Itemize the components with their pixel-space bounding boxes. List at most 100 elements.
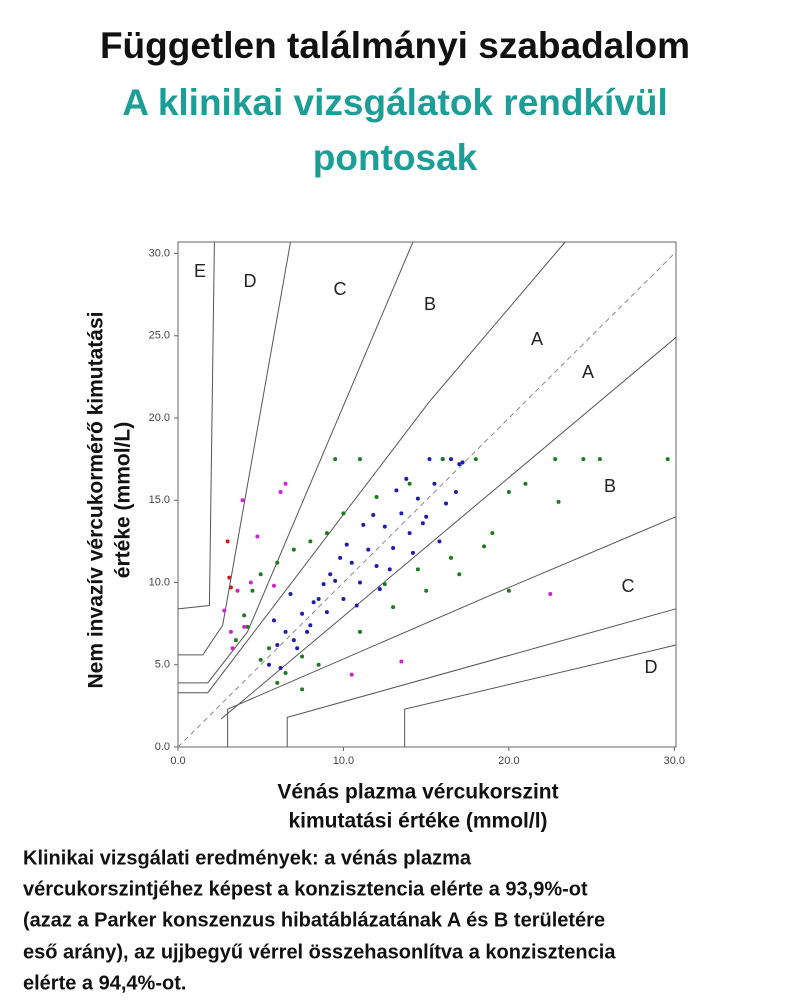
y-tick-label: 10.0 <box>149 576 170 588</box>
data-point <box>308 623 313 628</box>
data-point <box>321 582 326 587</box>
zone-boundary <box>227 516 677 747</box>
data-point <box>324 531 329 536</box>
data-point <box>581 457 586 462</box>
data-point <box>665 457 670 462</box>
data-point <box>228 585 233 590</box>
data-point <box>242 624 247 629</box>
zone-boundary <box>178 241 414 684</box>
y-tick-label: 25.0 <box>149 330 170 342</box>
data-point <box>427 457 432 462</box>
data-point <box>275 680 280 685</box>
data-point <box>506 490 511 495</box>
zone-boundary <box>220 337 677 720</box>
data-point <box>328 572 333 577</box>
data-point <box>424 588 429 593</box>
zone-label: E <box>194 261 206 281</box>
description-line: elérte a 94,4%-ot. <box>23 972 186 994</box>
title: Független találmányi szabadalom <box>100 25 690 66</box>
data-point <box>407 531 412 536</box>
data-point <box>266 646 271 651</box>
data-point <box>248 580 253 585</box>
data-point <box>404 476 409 481</box>
description-line: Klinikai vizsgálati eredmények: a vénás … <box>23 847 472 869</box>
data-point <box>242 613 247 618</box>
x-tick-label: 0.0 <box>170 755 185 767</box>
data-point <box>553 457 558 462</box>
data-point <box>391 545 396 550</box>
y-tick-label: 20.0 <box>149 412 170 424</box>
data-point <box>506 588 511 593</box>
data-point <box>354 603 359 608</box>
data-point <box>473 457 478 462</box>
data-point <box>258 572 263 577</box>
data-point <box>338 555 343 560</box>
description-line: vércukorszintjéhez képest a konzisztenci… <box>23 878 588 900</box>
data-point <box>448 457 453 462</box>
data-point <box>424 514 429 519</box>
data-point <box>415 567 420 572</box>
y-axis-label: Nem invazív vércukormérő kimutatási <box>85 312 108 689</box>
data-point <box>245 624 250 629</box>
zone-label: C <box>334 279 347 299</box>
data-point <box>374 494 379 499</box>
data-point <box>523 481 528 486</box>
y-tick-label: 0.0 <box>155 741 170 753</box>
zone-boundary <box>286 608 677 747</box>
data-point <box>377 587 382 592</box>
data-point <box>305 629 310 634</box>
data-point <box>300 687 305 692</box>
data-point <box>440 457 445 462</box>
data-point <box>275 560 280 565</box>
y-tick-label: 5.0 <box>155 659 170 671</box>
data-point <box>490 531 495 536</box>
data-point <box>391 605 396 610</box>
data-point <box>597 457 602 462</box>
data-point <box>271 583 276 588</box>
data-point <box>308 539 313 544</box>
zone-label: B <box>424 294 436 314</box>
data-point <box>235 588 240 593</box>
data-point <box>233 638 238 643</box>
data-point <box>437 539 442 544</box>
data-point <box>250 588 255 593</box>
data-point <box>291 638 296 643</box>
data-point <box>394 488 399 493</box>
data-point <box>361 522 366 527</box>
data-point <box>382 524 387 529</box>
data-point <box>448 555 453 560</box>
data-point <box>415 496 420 501</box>
x-tick-label: 20.0 <box>498 755 519 767</box>
description-line: (azaz a Parker konszenzus hibatáblázatán… <box>23 909 605 931</box>
zone-label: A <box>531 329 543 349</box>
zone-boundary <box>404 644 677 747</box>
data-point <box>457 462 462 467</box>
data-point <box>227 575 232 580</box>
data-point <box>230 646 235 651</box>
identity-line <box>177 251 677 748</box>
data-point <box>457 572 462 577</box>
y-axis-label: értéke (mmol/L) <box>112 422 135 578</box>
data-point <box>255 534 260 539</box>
data-point <box>548 592 553 597</box>
data-point <box>382 582 387 587</box>
data-point <box>300 654 305 659</box>
data-point <box>283 629 288 634</box>
data-point <box>311 600 316 605</box>
zone-label: C <box>622 576 635 596</box>
data-point <box>410 550 415 555</box>
data-point <box>278 490 283 495</box>
x-axis-label: Vénás plazma vércukorszint <box>277 781 558 804</box>
x-tick-label: 10.0 <box>333 755 354 767</box>
data-point <box>349 560 354 565</box>
data-point <box>357 580 362 585</box>
data-point <box>357 457 362 462</box>
data-point <box>266 662 271 667</box>
data-point <box>357 629 362 634</box>
y-tick-label: 30.0 <box>149 247 170 259</box>
data-point <box>228 629 233 634</box>
data-point <box>295 646 300 651</box>
zone-label: D <box>645 657 658 677</box>
x-axis-label: kimutatási értéke (mmol/l) <box>288 810 547 833</box>
